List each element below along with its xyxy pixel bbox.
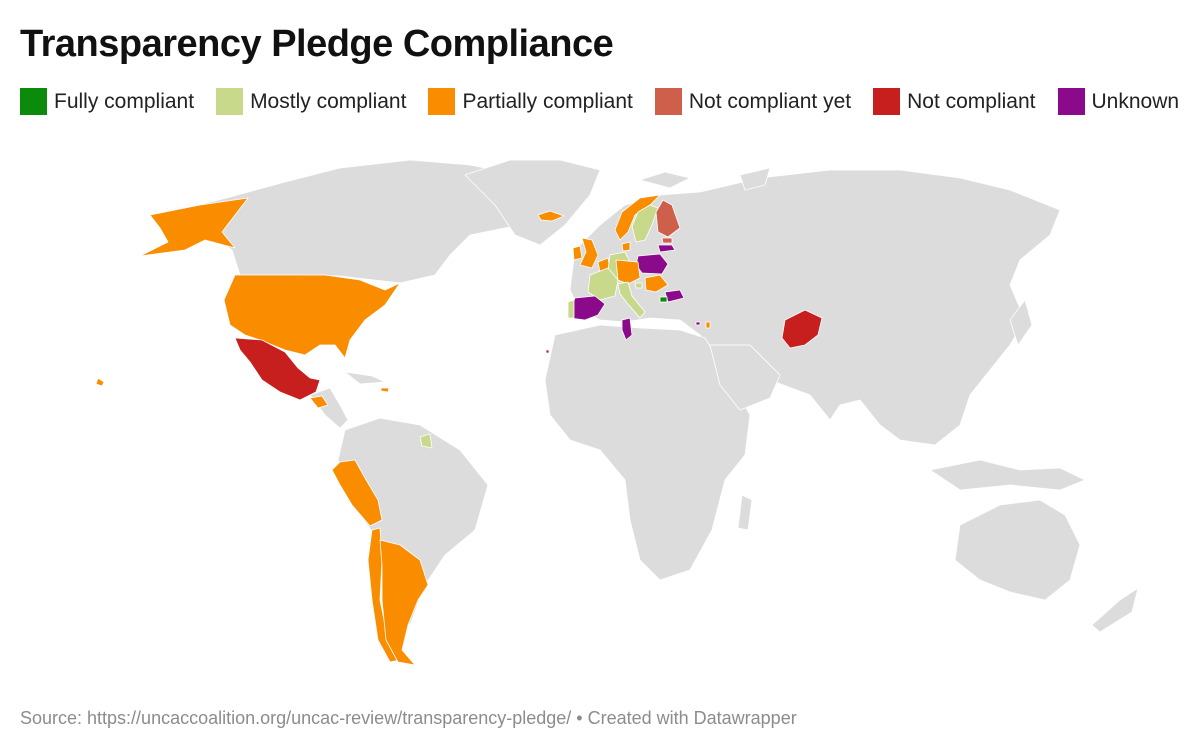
legend-swatch-fully-compliant xyxy=(20,88,47,115)
legend-label-unknown: Unknown xyxy=(1091,89,1180,113)
legend-item-mostly-compliant: Mostly compliant xyxy=(216,88,406,115)
country-french-guiana[interactable] xyxy=(419,433,433,449)
land-arabia[interactable] xyxy=(709,344,781,411)
country-usa[interactable] xyxy=(223,274,401,359)
chart-title: Transparency Pledge Compliance xyxy=(20,23,614,65)
legend-label-not-compliant-yet: Not compliant yet xyxy=(688,89,852,113)
legend-label-mostly-compliant: Mostly compliant xyxy=(250,89,407,113)
country-cyprus[interactable] xyxy=(695,321,701,326)
legend-label-fully-compliant: Fully compliant xyxy=(54,89,195,113)
country-estonia[interactable] xyxy=(661,237,673,244)
legend-swatch-not-compliant xyxy=(873,88,901,115)
country-ireland[interactable] xyxy=(572,245,583,261)
country-peru[interactable] xyxy=(331,459,383,527)
legend-swatch-unknown xyxy=(1057,88,1085,115)
country-baltics-unknown[interactable] xyxy=(657,244,676,253)
source-note: Source: https://uncaccoalition.org/uncac… xyxy=(20,708,797,728)
land-southeast-asia-islands[interactable] xyxy=(929,459,1086,491)
compliance-countries xyxy=(95,194,823,666)
land-eurasia[interactable] xyxy=(569,169,1061,446)
country-tunisia[interactable] xyxy=(621,317,633,341)
country-argentina[interactable] xyxy=(379,539,429,666)
legend-item-not-compliant: Not compliant xyxy=(873,88,1036,115)
country-levant-partial[interactable] xyxy=(705,321,711,329)
land-new-zealand[interactable] xyxy=(1091,587,1139,633)
legend-label-not-compliant: Not compliant xyxy=(907,89,1036,113)
legend-swatch-partially-compliant xyxy=(428,88,456,115)
country-finland[interactable] xyxy=(655,199,681,238)
legend-label-partially-compliant: Partially compliant xyxy=(462,89,633,113)
legend-item-unknown: Unknown xyxy=(1057,88,1180,115)
land-japan[interactable] xyxy=(1009,299,1033,346)
country-dominican-republic[interactable] xyxy=(380,387,390,393)
country-czechia-austria[interactable] xyxy=(615,259,641,285)
legend: Fully compliant Mostly compliant Partial… xyxy=(20,88,1180,115)
country-france[interactable] xyxy=(587,267,619,301)
land-australia[interactable] xyxy=(954,499,1081,601)
country-sweden[interactable] xyxy=(631,204,659,243)
world-map[interactable] xyxy=(0,150,1200,690)
land-africa[interactable] xyxy=(544,324,751,581)
land-novaya-zemlya[interactable] xyxy=(739,167,771,191)
country-denmark[interactable] xyxy=(621,241,631,252)
country-usa-hawaii[interactable] xyxy=(95,377,105,387)
land-greenland[interactable] xyxy=(464,159,601,246)
land-arctic-islands[interactable] xyxy=(639,171,691,189)
legend-item-fully-compliant: Fully compliant xyxy=(20,88,194,115)
land-madagascar[interactable] xyxy=(737,494,753,531)
country-afghanistan[interactable] xyxy=(781,309,823,349)
legend-swatch-not-compliant-yet xyxy=(654,88,682,115)
legend-swatch-mostly-compliant xyxy=(216,88,244,115)
country-slovenia[interactable] xyxy=(634,282,643,289)
country-portugal[interactable] xyxy=(567,299,575,319)
base-landmasses xyxy=(159,159,1139,633)
legend-item-partially-compliant: Partially compliant xyxy=(428,88,633,115)
land-caribbean[interactable] xyxy=(344,371,386,385)
country-iceland[interactable] xyxy=(537,210,565,222)
country-canary-islands[interactable] xyxy=(545,349,550,354)
country-united-kingdom[interactable] xyxy=(579,237,599,269)
country-north-macedonia[interactable] xyxy=(659,296,668,303)
country-central-america-partial[interactable] xyxy=(309,395,329,409)
country-romania[interactable] xyxy=(644,274,669,293)
country-usa-alaska[interactable] xyxy=(139,197,249,257)
country-italy[interactable] xyxy=(617,281,646,319)
country-mexico[interactable] xyxy=(234,337,321,401)
legend-item-not-compliant-yet: Not compliant yet xyxy=(654,88,852,115)
land-central-america[interactable] xyxy=(309,387,349,429)
